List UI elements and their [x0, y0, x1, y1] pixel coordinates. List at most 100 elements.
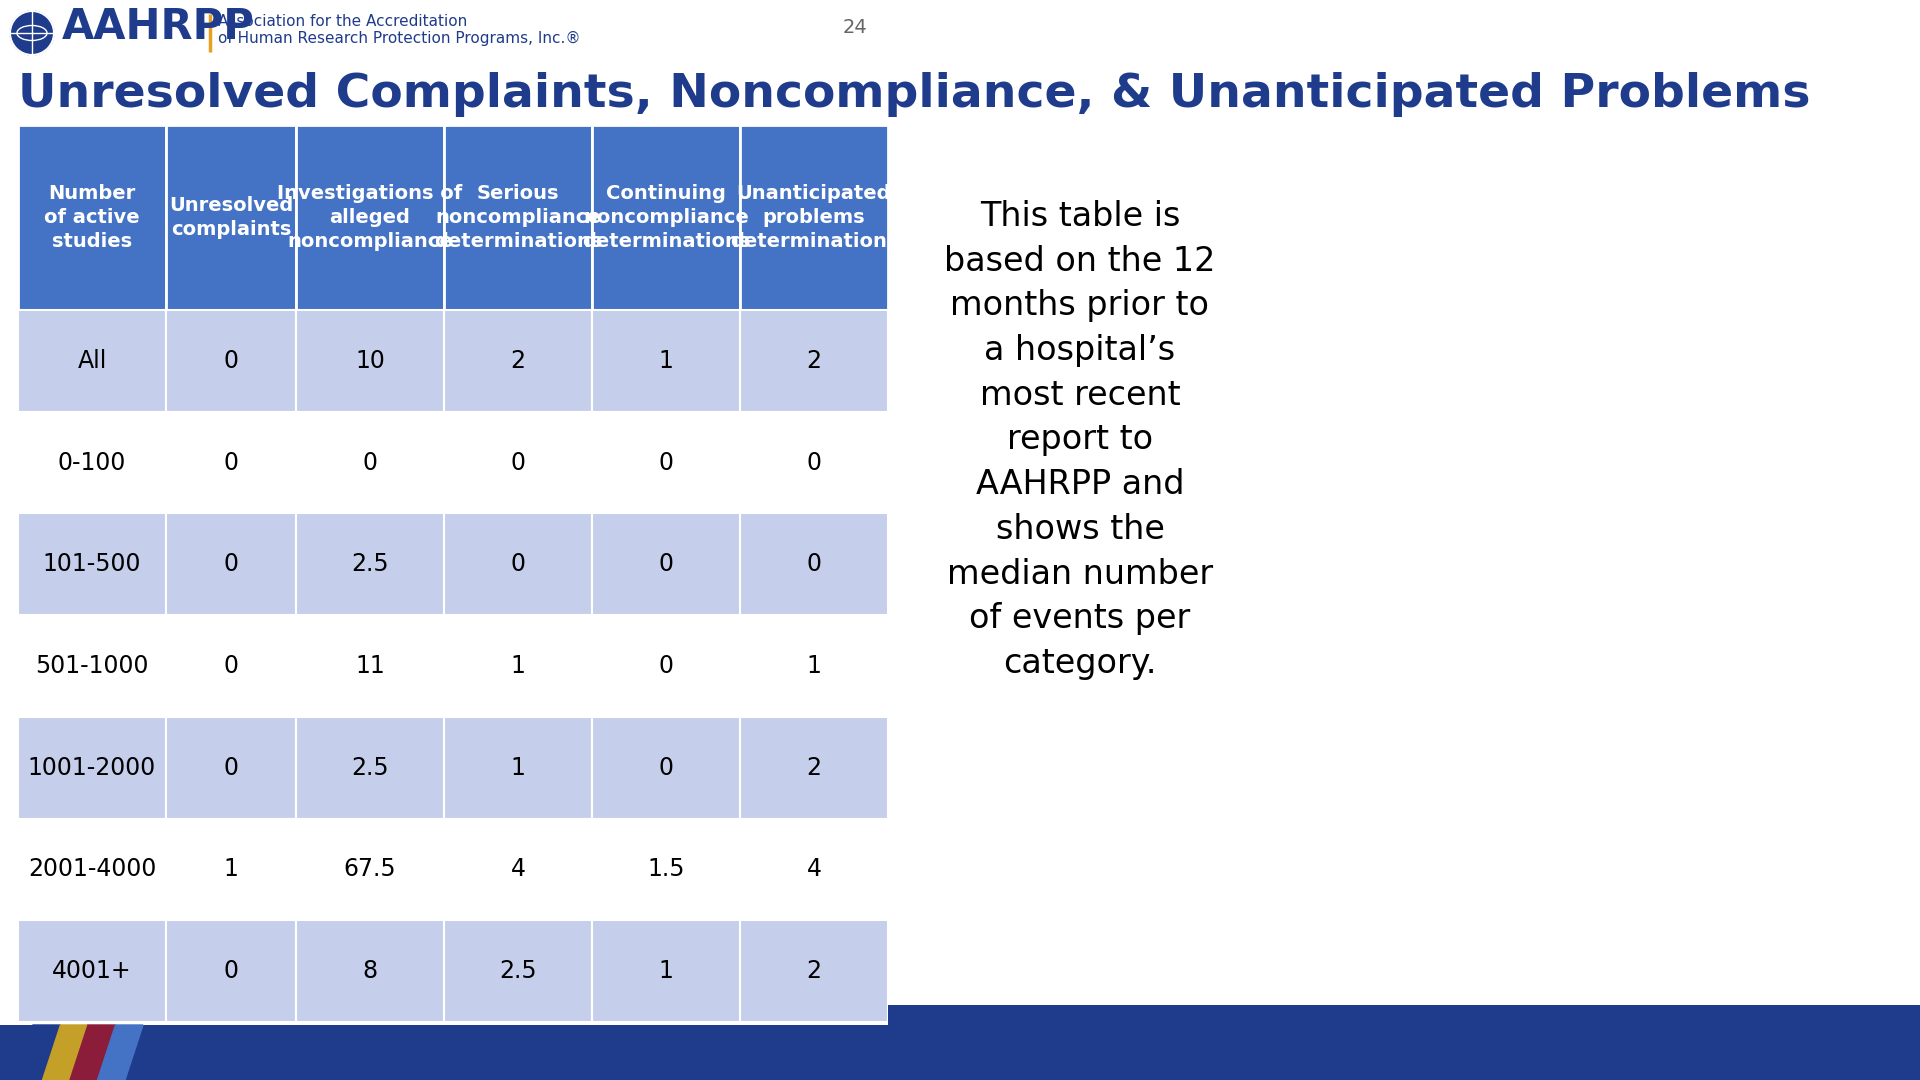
- Bar: [739, 819, 887, 920]
- Text: 0-100: 0-100: [58, 450, 127, 474]
- Text: 10: 10: [355, 349, 384, 373]
- Text: 67.5: 67.5: [344, 858, 396, 881]
- Text: 0: 0: [223, 959, 238, 983]
- Text: 1: 1: [659, 959, 674, 983]
- Bar: [739, 125, 887, 310]
- Bar: [591, 717, 739, 819]
- Text: 2.5: 2.5: [351, 552, 390, 577]
- Text: 101-500: 101-500: [42, 552, 142, 577]
- Text: 0: 0: [806, 552, 822, 577]
- Bar: [296, 717, 444, 819]
- Text: 11: 11: [355, 654, 384, 678]
- Bar: [444, 616, 591, 717]
- Text: 0: 0: [363, 450, 378, 474]
- Text: Unanticipated
problems
determinations: Unanticipated problems determinations: [730, 184, 899, 252]
- Bar: [17, 819, 165, 920]
- Text: Number
of active
studies: Number of active studies: [44, 184, 140, 252]
- Text: 2.5: 2.5: [499, 959, 538, 983]
- Text: 24: 24: [843, 18, 868, 37]
- Bar: [165, 920, 296, 1022]
- Text: 0: 0: [223, 450, 238, 474]
- Text: 2.5: 2.5: [351, 756, 390, 780]
- Bar: [591, 310, 739, 411]
- Bar: [165, 819, 296, 920]
- Bar: [444, 819, 591, 920]
- Bar: [444, 310, 591, 411]
- Bar: [17, 411, 165, 513]
- Text: 1: 1: [659, 349, 674, 373]
- Text: Unresolved Complaints, Noncompliance, & Unanticipated Problems: Unresolved Complaints, Noncompliance, & …: [17, 72, 1811, 117]
- Bar: [739, 310, 887, 411]
- Text: 2: 2: [806, 959, 822, 983]
- Bar: [17, 513, 165, 616]
- Bar: [165, 125, 296, 310]
- Text: Association for the Accreditation: Association for the Accreditation: [219, 14, 467, 29]
- Bar: [296, 513, 444, 616]
- Bar: [739, 717, 887, 819]
- Polygon shape: [98, 1025, 142, 1080]
- Bar: [591, 819, 739, 920]
- Bar: [739, 920, 887, 1022]
- Polygon shape: [69, 1025, 115, 1080]
- Bar: [165, 616, 296, 717]
- Bar: [0, 1025, 1920, 1080]
- Bar: [444, 411, 591, 513]
- Bar: [739, 616, 887, 717]
- Bar: [165, 513, 296, 616]
- Bar: [444, 513, 591, 616]
- Text: 0: 0: [511, 450, 526, 474]
- Text: 4: 4: [511, 858, 526, 881]
- Text: 1.5: 1.5: [647, 858, 685, 881]
- Text: AAHRPP: AAHRPP: [61, 6, 255, 48]
- Bar: [591, 616, 739, 717]
- Text: 0: 0: [659, 654, 674, 678]
- Bar: [591, 920, 739, 1022]
- Bar: [591, 125, 739, 310]
- Text: 8: 8: [363, 959, 378, 983]
- Text: 501-1000: 501-1000: [35, 654, 148, 678]
- Text: 1: 1: [511, 654, 526, 678]
- Bar: [17, 717, 165, 819]
- Text: 0: 0: [659, 756, 674, 780]
- Bar: [165, 717, 296, 819]
- Bar: [887, 1005, 1920, 1080]
- Bar: [444, 717, 591, 819]
- Text: 1001-2000: 1001-2000: [29, 756, 156, 780]
- Text: 2: 2: [806, 756, 822, 780]
- Bar: [591, 513, 739, 616]
- Bar: [591, 411, 739, 513]
- Bar: [17, 920, 165, 1022]
- Bar: [296, 310, 444, 411]
- Bar: [17, 616, 165, 717]
- Bar: [165, 411, 296, 513]
- Text: 0: 0: [223, 552, 238, 577]
- Text: 1: 1: [511, 756, 526, 780]
- Text: 0: 0: [806, 450, 822, 474]
- Text: 4001+: 4001+: [52, 959, 132, 983]
- Bar: [739, 513, 887, 616]
- Text: This table is
based on the 12
months prior to
a hospital’s
most recent
report to: This table is based on the 12 months pri…: [945, 200, 1215, 680]
- Text: Investigations of
alleged
noncompliance: Investigations of alleged noncompliance: [276, 184, 463, 252]
- Text: 0: 0: [511, 552, 526, 577]
- Circle shape: [10, 11, 54, 55]
- Text: 1: 1: [223, 858, 238, 881]
- Polygon shape: [15, 1025, 61, 1080]
- Text: 0: 0: [659, 450, 674, 474]
- Text: Unresolved
complaints: Unresolved complaints: [169, 195, 294, 239]
- Text: 2: 2: [806, 349, 822, 373]
- Text: 2001-4000: 2001-4000: [27, 858, 156, 881]
- Bar: [444, 920, 591, 1022]
- Text: of Human Research Protection Programs, Inc.®: of Human Research Protection Programs, I…: [219, 30, 580, 45]
- Text: 0: 0: [223, 654, 238, 678]
- Bar: [296, 819, 444, 920]
- Bar: [165, 310, 296, 411]
- Polygon shape: [42, 1025, 88, 1080]
- Text: 0: 0: [659, 552, 674, 577]
- Text: Serious
noncompliance
determinations: Serious noncompliance determinations: [434, 184, 603, 252]
- Text: 2: 2: [511, 349, 526, 373]
- Text: 0: 0: [223, 756, 238, 780]
- Bar: [296, 125, 444, 310]
- Text: 4: 4: [806, 858, 822, 881]
- Bar: [296, 411, 444, 513]
- Text: 1: 1: [806, 654, 822, 678]
